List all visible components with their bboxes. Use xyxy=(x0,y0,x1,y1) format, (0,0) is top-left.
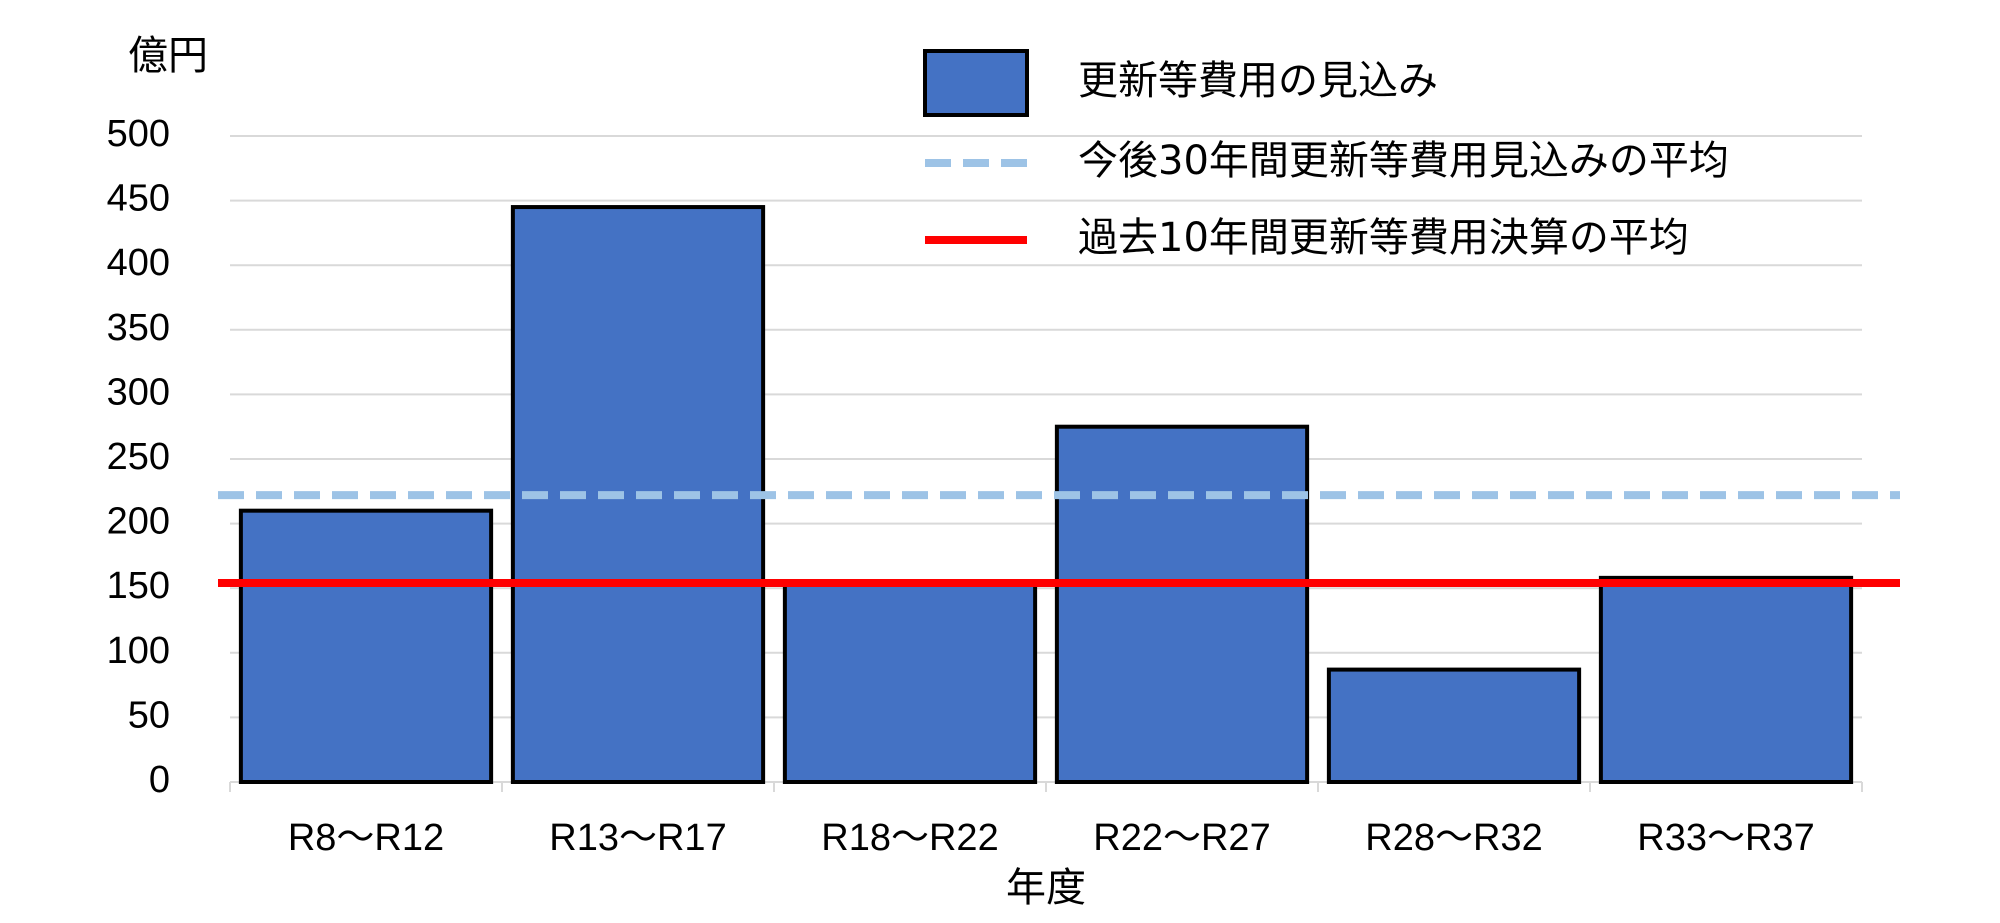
y-unit-label: 億円 xyxy=(128,33,208,79)
y-tick-label: 250 xyxy=(107,436,170,478)
x-axis-label: 年度 xyxy=(1006,865,1086,911)
y-tick-label: 0 xyxy=(149,759,170,801)
y-tick-label: 400 xyxy=(107,242,170,284)
bar xyxy=(782,579,1038,784)
y-tick-label: 300 xyxy=(107,371,170,413)
y-tick-label: 450 xyxy=(107,178,170,220)
x-tick-label: R18～R22 xyxy=(821,817,998,859)
legend-label: 更新等費用の見込み xyxy=(1078,58,1438,104)
x-tick-label: R13～R17 xyxy=(549,817,726,859)
x-tick-label: R28～R32 xyxy=(1365,817,1542,859)
y-tick-label: 100 xyxy=(107,630,170,672)
legend-swatch xyxy=(923,49,1029,117)
x-tick-label: R8～R12 xyxy=(288,817,444,859)
bar xyxy=(1326,667,1582,785)
legend-label: 今後30年間更新等費用見込みの平均 xyxy=(1078,138,1729,184)
x-tick-label: R22～R27 xyxy=(1093,817,1270,859)
bar xyxy=(1598,575,1854,785)
y-tick-label: 50 xyxy=(128,694,170,736)
y-tick-label: 200 xyxy=(107,501,170,543)
legend-label: 過去10年間更新等費用決算の平均 xyxy=(1078,215,1689,261)
bar xyxy=(1054,424,1310,784)
x-tick-label: R33～R37 xyxy=(1637,817,1814,859)
y-tick-label: 350 xyxy=(107,307,170,349)
bar xyxy=(238,508,494,784)
y-tick-label: 500 xyxy=(107,113,170,155)
y-tick-label: 150 xyxy=(107,565,170,607)
